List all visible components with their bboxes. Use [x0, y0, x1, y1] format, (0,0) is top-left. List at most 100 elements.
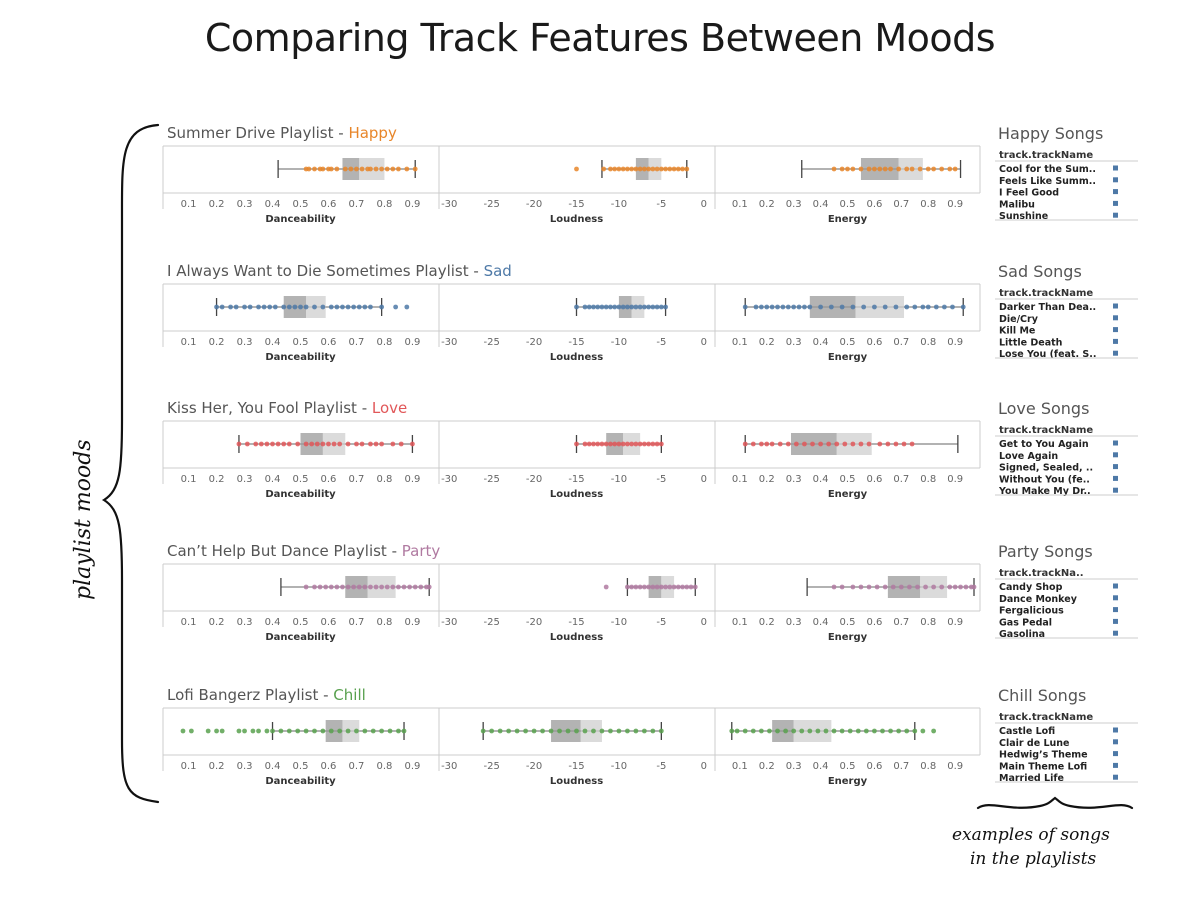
tick-label: -10 [611, 617, 627, 628]
tick-label: 0.9 [947, 474, 963, 485]
data-point [880, 728, 885, 734]
data-point [236, 441, 242, 447]
tick-label: 0.3 [237, 337, 253, 348]
playlist-mood: Chill [333, 686, 365, 704]
tick-label: 0.5 [293, 761, 309, 772]
data-point [646, 304, 652, 310]
data-point [917, 166, 923, 172]
song-mark [1113, 212, 1118, 218]
data-point [351, 584, 357, 590]
data-point [320, 441, 326, 447]
data-point [370, 728, 376, 734]
tick-label: -30 [441, 199, 457, 210]
data-point [641, 166, 647, 172]
song-mark [1113, 338, 1118, 344]
box-upper-quartile [342, 720, 360, 742]
song-list-title: Love Songs [998, 399, 1089, 418]
data-point [658, 441, 664, 447]
playlist-row-love: Kiss Her, You Fool Playlist - Love 0.1 0.2… [162, 399, 1138, 500]
data-point [368, 584, 373, 590]
data-point [601, 166, 607, 172]
playlist-name: Can’t Help But Dance Playlist - [167, 542, 402, 560]
data-point [904, 166, 910, 172]
box-lower-quartile [325, 720, 343, 742]
data-point [847, 728, 853, 734]
tick-label: 0.9 [404, 617, 420, 628]
data-point [839, 728, 845, 734]
song-name: I Feel Good [999, 188, 1059, 199]
playlist-title: Kiss Her, You Fool Playlist - Love [167, 399, 407, 417]
tick-label: 0.2 [759, 337, 775, 348]
data-point [387, 728, 393, 734]
playlist-title: Lofi Bangerz Playlist - Chill [167, 686, 366, 704]
data-point [356, 584, 362, 590]
data-point [641, 304, 647, 310]
data-point [931, 728, 937, 734]
tick-label: 0.1 [181, 474, 197, 485]
data-point [791, 728, 797, 734]
data-point [410, 441, 415, 447]
data-point [912, 728, 918, 734]
data-point [684, 584, 690, 590]
data-point [890, 584, 896, 590]
data-point [264, 441, 270, 447]
tick-label: 0.4 [813, 337, 829, 348]
data-point [633, 584, 639, 590]
song-name: Little Death [999, 337, 1063, 348]
data-point [574, 166, 579, 172]
data-point [281, 441, 287, 447]
data-point [815, 728, 821, 734]
data-point [270, 441, 275, 447]
song-column-header: track.trackName [999, 288, 1093, 299]
song-name: Signed, Sealed, .. [999, 463, 1093, 474]
data-point [831, 584, 837, 590]
song-name: Love Again [999, 451, 1058, 462]
data-point [866, 584, 872, 590]
tick-label: -20 [526, 199, 542, 210]
data-point [295, 728, 301, 734]
bottom-annotation-line1: examples of songs [952, 825, 1110, 845]
data-point [637, 441, 643, 447]
data-point [586, 441, 592, 447]
feature-danceability: 0.1 0.2 0.3 0.4 0.5 0.6 0.7 0.8 0.9 Danceability [180, 720, 420, 787]
data-point [925, 166, 931, 172]
data-point [574, 304, 579, 310]
tick-label: -30 [441, 617, 457, 628]
bottom-annotation-line2: in the playlists [970, 849, 1097, 869]
data-point [904, 728, 910, 734]
data-point [629, 441, 635, 447]
tick-label: -20 [526, 617, 542, 628]
data-point [281, 304, 287, 310]
data-point [548, 728, 554, 734]
song-name: Clair de Lune [999, 738, 1069, 749]
side-annotation: playlist moods [71, 439, 96, 600]
data-point [612, 441, 618, 447]
data-point [253, 441, 259, 447]
tick-label: 0.6 [866, 474, 882, 485]
song-mark [1113, 595, 1118, 601]
song-list-chill: Chill Songs track.trackName Castle LofiCla… [995, 686, 1138, 784]
data-point [326, 441, 331, 447]
data-point [616, 441, 622, 447]
data-point [831, 728, 837, 734]
data-point [379, 584, 385, 590]
feature-energy: 0.1 0.2 0.3 0.4 0.5 0.6 0.7 0.8 0.9 Energy [729, 720, 963, 787]
song-mark [1113, 452, 1118, 458]
song-list-title: Sad Songs [998, 262, 1082, 281]
tick-label: 0.4 [813, 617, 829, 628]
data-point [312, 584, 317, 590]
data-point [390, 441, 396, 447]
data-point [742, 441, 748, 447]
tick-label: 0.6 [321, 337, 337, 348]
data-point [292, 304, 298, 310]
data-point [250, 728, 256, 734]
tick-label: 0.2 [759, 474, 775, 485]
tick-label: -15 [568, 617, 584, 628]
feature-loudness: -30 -25 -20 -15 -10 -5 0 Loudness [441, 720, 707, 787]
data-point [625, 728, 630, 734]
data-point [646, 584, 652, 590]
data-point [858, 441, 864, 447]
data-point [261, 304, 267, 310]
data-point [663, 304, 668, 310]
data-point [340, 304, 345, 310]
